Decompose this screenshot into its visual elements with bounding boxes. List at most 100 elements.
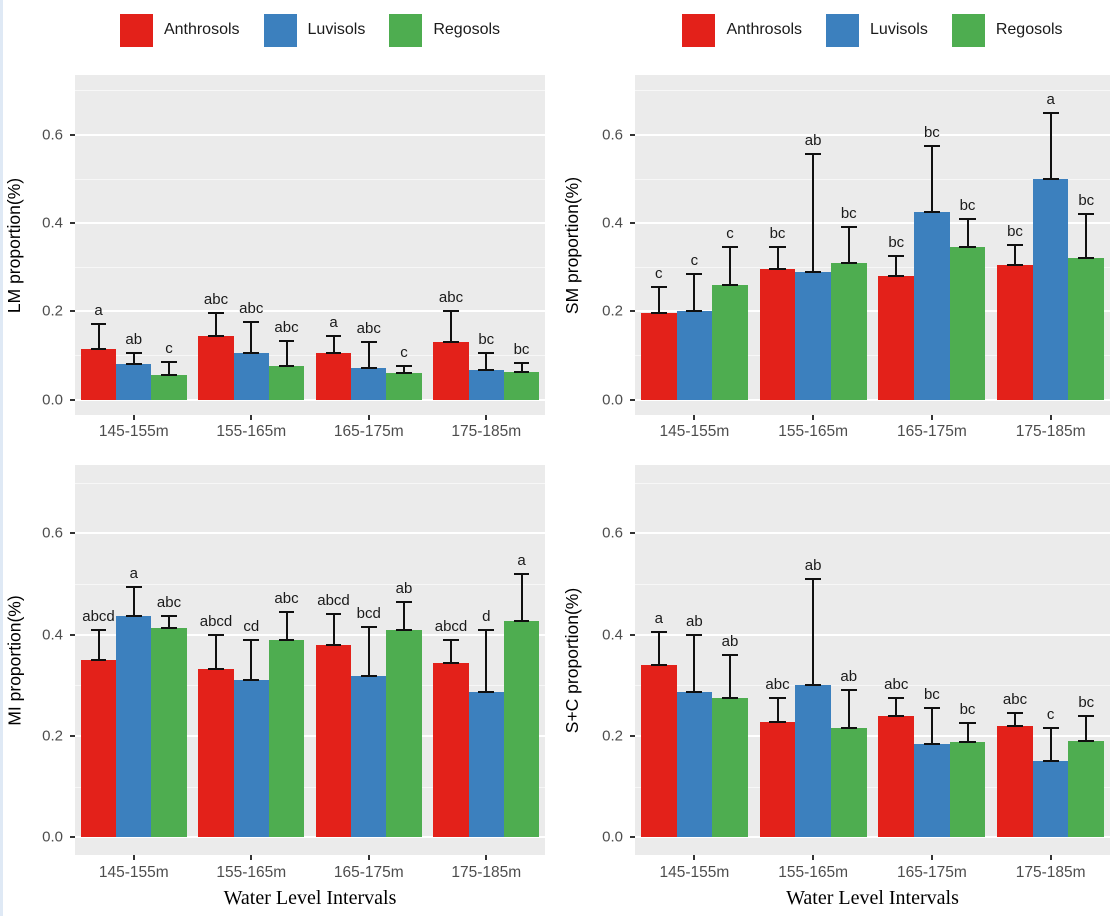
minor-gridline xyxy=(75,355,545,357)
bar-luvisols-145-155m xyxy=(116,364,152,400)
error-bar-top-cap xyxy=(396,365,412,368)
error-bar-line xyxy=(812,578,815,686)
y-axis: 0.0 0.2 0.4 0.6 xyxy=(588,75,635,415)
bar-anthrosols-165-175m xyxy=(315,644,352,838)
error-bar-line xyxy=(966,218,969,248)
error-bar-bottom-cap xyxy=(1078,257,1095,260)
bar-regosols-175-185m xyxy=(503,620,540,838)
error-bar-line xyxy=(332,614,335,645)
major-gridline xyxy=(75,532,545,535)
error-bar-top-cap xyxy=(959,217,976,220)
y-tick-mark xyxy=(70,310,75,313)
bar-anthrosols-155-165m xyxy=(759,269,796,400)
bar-regosols-145-155m xyxy=(712,698,748,838)
error-bar-top-cap xyxy=(721,246,739,249)
error-bar-bottom-cap xyxy=(769,268,786,271)
x-tick-label: 175-185m xyxy=(451,864,522,881)
sig-letter-regosols-155-165m: ab xyxy=(840,668,858,686)
luvisols-swatch xyxy=(263,13,297,47)
anthrosols-swatch xyxy=(682,13,716,47)
sig-letter-regosols-165-175m: c xyxy=(400,344,408,362)
error-bar-bottom-cap xyxy=(125,614,142,617)
x-axis-title: Water Level Intervals xyxy=(223,887,397,909)
error-bar-line xyxy=(812,154,815,272)
sig-letter-anthrosols-155-165m: bc xyxy=(769,225,786,243)
sig-letter-luvisols-145-155m: ab xyxy=(686,612,703,630)
error-bar-bottom-cap xyxy=(1006,724,1024,727)
x-axis-title: Water Level Intervals xyxy=(786,887,959,909)
error-bar-bottom-cap xyxy=(805,684,822,687)
sig-letter-luvisols-145-155m: a xyxy=(129,564,138,582)
error-bar-bottom-cap xyxy=(888,274,905,277)
error-bar-line xyxy=(966,723,969,743)
x-tick-label: 155-165m xyxy=(778,864,849,881)
error-bar-bottom-cap xyxy=(325,352,342,355)
error-bar-top-cap xyxy=(840,689,857,692)
error-bar-bottom-cap xyxy=(686,690,703,693)
error-bar-bottom-cap xyxy=(360,366,377,369)
y-tick-mark xyxy=(630,633,635,636)
error-bar-top-cap xyxy=(1042,111,1059,114)
error-bar-line xyxy=(97,629,100,660)
x-tick-label: 145-155m xyxy=(98,423,169,440)
legend-row: Anthrosols Luvisols Regosols Anthrosols … xyxy=(0,0,1119,60)
error-bar-top-cap xyxy=(161,614,177,617)
major-gridline xyxy=(75,310,545,313)
error-bar-bottom-cap xyxy=(396,372,412,375)
error-bar-line xyxy=(250,639,253,681)
sig-letter-anthrosols-155-165m: abc xyxy=(765,676,790,693)
minor-gridline xyxy=(75,178,545,180)
x-tick-mark xyxy=(930,415,933,420)
y-tick-mark xyxy=(70,633,75,636)
y-tick-label: 0.6 xyxy=(602,524,623,542)
error-bar-bottom-cap xyxy=(243,679,260,682)
x-tick-mark xyxy=(812,855,815,860)
error-bar-top-cap xyxy=(805,153,822,156)
y-tick-label: 0.2 xyxy=(602,727,623,745)
error-bar-bottom-cap xyxy=(161,627,177,630)
panel-lm-proportion: LM proportion(%) 0.0 0.2 0.4 0.6 a ab c abc abc… xyxy=(0,60,558,440)
sig-letter-luvisols-155-165m: cd xyxy=(243,617,260,635)
sig-letter-anthrosols-145-155m: c xyxy=(655,264,663,282)
sig-letter-luvisols-145-155m: c xyxy=(690,251,699,269)
sig-letter-luvisols-165-175m: abc xyxy=(356,320,381,338)
legend-label: Luvisols xyxy=(307,21,366,38)
y-tick-mark xyxy=(70,133,75,136)
y-tick-label: 0.2 xyxy=(42,727,63,745)
error-bar-line xyxy=(847,227,850,263)
y-axis-title-text: S+C proportion(%) xyxy=(562,587,583,733)
error-bar-bottom-cap xyxy=(923,742,940,745)
bar-luvisols-165-175m xyxy=(914,743,950,838)
major-gridline xyxy=(635,734,1110,737)
error-bar-line xyxy=(285,611,288,640)
sig-letter-regosols-175-185m: bc xyxy=(1078,693,1095,711)
error-bar-top-cap xyxy=(888,255,905,258)
bar-regosols-175-185m xyxy=(1068,741,1105,838)
error-bar-line xyxy=(215,313,217,337)
error-bar-line xyxy=(403,601,405,630)
panel-sm-proportion: SM proportion(%) 0.0 0.2 0.4 0.6 c c c bc ab bc b… xyxy=(558,60,1119,440)
error-bar-top-cap xyxy=(1078,714,1095,717)
sig-letter-luvisols-175-185m: c xyxy=(1046,706,1055,724)
error-bar-bottom-cap xyxy=(1042,177,1059,180)
error-bar-line xyxy=(168,362,170,376)
error-bar-top-cap xyxy=(840,226,857,229)
error-bar-bottom-cap xyxy=(686,310,703,313)
error-bar-line xyxy=(930,145,933,212)
x-tick-label: 145-155m xyxy=(659,423,730,440)
bar-luvisols-175-185m xyxy=(468,369,504,400)
sig-letter-luvisols-165-175m: bc xyxy=(923,123,940,141)
bar-anthrosols-155-165m xyxy=(198,336,234,400)
major-gridline xyxy=(75,633,545,636)
major-gridline xyxy=(75,836,545,839)
error-bar-bottom-cap xyxy=(650,312,667,315)
major-gridline xyxy=(75,398,545,401)
sig-letter-regosols-165-175m: bc xyxy=(959,196,976,214)
x-tick-marks xyxy=(75,855,545,861)
bar-regosols-165-175m xyxy=(949,742,986,838)
x-tick-mark xyxy=(1049,855,1052,860)
y-tick-label: 0.6 xyxy=(42,126,63,144)
y-axis-title: LM proportion(%) xyxy=(0,75,30,415)
panel-mi-proportion: MI proportion(%) 0.0 0.2 0.4 0.6 abcd a abc ab… xyxy=(0,440,558,916)
bar-luvisols-155-165m xyxy=(233,680,269,838)
